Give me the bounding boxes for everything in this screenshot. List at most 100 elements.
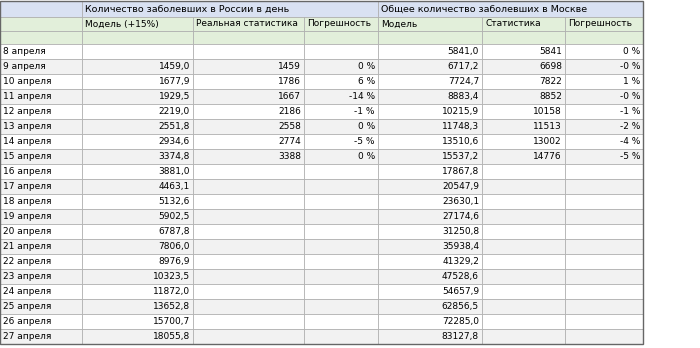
Bar	[378, 179, 482, 194]
Text: 22 апреля: 22 апреля	[3, 257, 51, 266]
Text: 11872,0: 11872,0	[153, 287, 190, 296]
Bar	[565, 224, 643, 239]
Bar	[482, 89, 565, 104]
Bar	[482, 134, 565, 149]
Text: -14 %: -14 %	[349, 92, 375, 101]
Bar	[378, 74, 482, 89]
Bar	[82, 31, 193, 44]
Text: 15537,2: 15537,2	[442, 152, 479, 161]
Text: 0 %: 0 %	[358, 122, 375, 131]
Bar	[0, 179, 82, 194]
Text: 6717,2: 6717,2	[447, 62, 479, 71]
Bar	[565, 134, 643, 149]
Text: Модель (+15%): Модель (+15%)	[85, 19, 159, 29]
Text: Погрешность: Погрешность	[568, 19, 632, 29]
Text: 12 апреля: 12 апреля	[3, 107, 51, 116]
Text: 8852: 8852	[539, 92, 562, 101]
Bar	[82, 104, 193, 119]
Text: 15700,7: 15700,7	[153, 317, 190, 326]
Bar	[0, 149, 82, 164]
Text: 4463,1: 4463,1	[159, 182, 190, 191]
Text: 0 %: 0 %	[358, 152, 375, 161]
Bar	[565, 89, 643, 104]
Bar	[565, 239, 643, 254]
Bar	[378, 164, 482, 179]
Text: 5132,6: 5132,6	[159, 197, 190, 206]
Text: -1 %: -1 %	[620, 107, 640, 116]
Text: 3881,0: 3881,0	[158, 167, 190, 176]
Text: 8976,9: 8976,9	[158, 257, 190, 266]
Bar	[82, 254, 193, 269]
Bar	[565, 104, 643, 119]
Bar	[304, 134, 378, 149]
Bar	[304, 89, 378, 104]
Bar	[378, 284, 482, 299]
Text: 11 апреля: 11 апреля	[3, 92, 52, 101]
Bar	[82, 239, 193, 254]
Bar	[193, 314, 304, 329]
Bar	[193, 74, 304, 89]
Bar	[0, 269, 82, 284]
Text: Модель: Модель	[381, 19, 417, 29]
Bar	[378, 31, 482, 44]
Text: -5 %: -5 %	[620, 152, 640, 161]
Text: 27174,6: 27174,6	[442, 212, 479, 221]
Text: 7806,0: 7806,0	[158, 242, 190, 251]
Text: Количество заболевших в России в день: Количество заболевших в России в день	[85, 5, 289, 14]
Text: 1667: 1667	[278, 92, 301, 101]
Bar	[378, 254, 482, 269]
Bar	[482, 104, 565, 119]
Bar	[304, 224, 378, 239]
Text: 23 апреля: 23 апреля	[3, 272, 51, 281]
Text: 2219,0: 2219,0	[159, 107, 190, 116]
Bar	[378, 209, 482, 224]
Bar	[0, 194, 82, 209]
Bar	[378, 104, 482, 119]
Text: 13652,8: 13652,8	[153, 302, 190, 311]
Text: 1459: 1459	[278, 62, 301, 71]
Bar	[82, 59, 193, 74]
Bar	[0, 104, 82, 119]
Bar	[0, 1, 82, 17]
Bar	[0, 164, 82, 179]
Bar	[193, 269, 304, 284]
Text: 72285,0: 72285,0	[442, 317, 479, 326]
Bar	[565, 194, 643, 209]
Bar	[0, 17, 82, 31]
Text: 7822: 7822	[539, 77, 562, 86]
Bar	[0, 44, 82, 59]
Bar	[565, 119, 643, 134]
Text: 25 апреля: 25 апреля	[3, 302, 51, 311]
Text: 10158: 10158	[533, 107, 562, 116]
Bar	[378, 134, 482, 149]
Bar	[565, 314, 643, 329]
Text: 13510,6: 13510,6	[442, 137, 479, 146]
Text: 18055,8: 18055,8	[153, 332, 190, 341]
Text: 41329,2: 41329,2	[442, 257, 479, 266]
Bar	[193, 31, 304, 44]
Bar	[193, 59, 304, 74]
Text: 5841: 5841	[539, 47, 562, 56]
Bar	[0, 329, 82, 344]
Bar	[304, 44, 378, 59]
Bar	[82, 179, 193, 194]
Text: 13 апреля: 13 апреля	[3, 122, 52, 131]
Text: 19 апреля: 19 апреля	[3, 212, 52, 221]
Bar	[304, 17, 378, 31]
Text: 9 апреля: 9 апреля	[3, 62, 45, 71]
Bar	[304, 149, 378, 164]
Bar	[482, 284, 565, 299]
Bar	[482, 209, 565, 224]
Bar	[0, 134, 82, 149]
Bar	[82, 194, 193, 209]
Text: 2774: 2774	[279, 137, 301, 146]
Bar	[304, 329, 378, 344]
Bar	[82, 119, 193, 134]
Text: -0 %: -0 %	[620, 62, 640, 71]
Bar	[193, 194, 304, 209]
Bar	[378, 44, 482, 59]
Text: 5902,5: 5902,5	[159, 212, 190, 221]
Bar	[0, 254, 82, 269]
Bar	[304, 31, 378, 44]
Bar	[482, 314, 565, 329]
